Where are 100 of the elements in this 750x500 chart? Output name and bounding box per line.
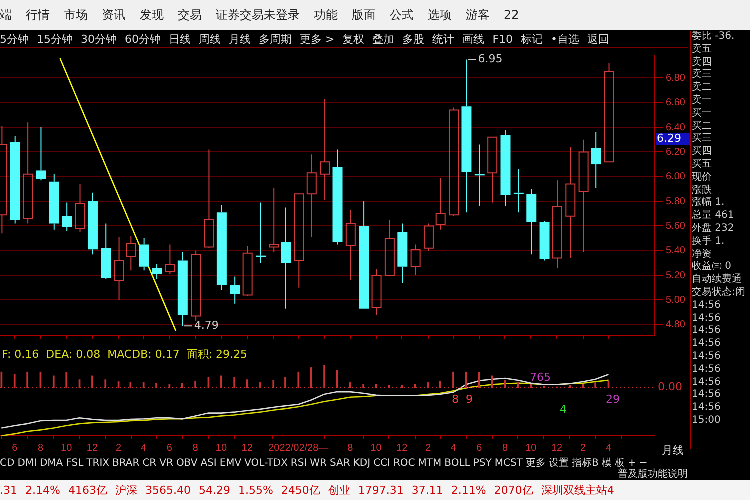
text: 更多 >: [300, 32, 335, 46]
x-tick-label: 6: [12, 442, 18, 454]
text: 换手 1.: [692, 236, 726, 249]
text: 日线: [169, 32, 191, 46]
text: 版面: [352, 6, 376, 24]
candlestick: [488, 136, 498, 204]
x-tick-label: 12: [242, 442, 254, 454]
text: BOLL: [444, 458, 470, 468]
text: 统计: [432, 32, 455, 46]
candlestick: [88, 192, 98, 256]
x-tick-label: 6: [166, 442, 173, 454]
text: 2.14%: [26, 484, 60, 496]
candlestick: [204, 149, 214, 249]
text: 交易: [178, 6, 202, 24]
text: 涨跌: [692, 184, 713, 196]
text: 14:56: [692, 312, 722, 326]
text: RSI: [290, 458, 308, 468]
text: OBV: [176, 458, 198, 468]
y-tick-label: 6.20: [666, 146, 686, 158]
text: 2070亿: [494, 482, 534, 498]
text: 涨幅 1.: [692, 197, 726, 210]
annotation: 9: [466, 393, 473, 406]
text: 行情: [26, 6, 50, 24]
candlestick: [23, 122, 34, 224]
text: 净资: [692, 248, 713, 261]
text: 叠加: [372, 32, 395, 46]
text: 卖二: [692, 82, 713, 94]
candlestick: [294, 194, 304, 288]
x-tick-label: 8: [502, 442, 508, 454]
candlestick: [320, 98, 330, 201]
x-tick-label: 12: [551, 442, 564, 454]
text: 买三: [692, 133, 713, 146]
x-tick-label: 4: [606, 442, 612, 454]
text: DMA: [40, 458, 64, 468]
text: PSY: [473, 458, 492, 468]
annotation: 8: [452, 393, 459, 406]
text: 收益㈢ 0: [692, 261, 733, 274]
candlestick: [372, 268, 382, 316]
candlestick: [75, 184, 86, 233]
text: 2.11%: [451, 484, 486, 496]
text: 卖五: [692, 44, 713, 56]
text: 创业: [328, 482, 350, 498]
candlestick: [540, 220, 550, 262]
text: 深圳双线主站4: [541, 482, 614, 498]
candlestick: [566, 146, 576, 259]
candlestick: [306, 154, 317, 238]
text: 14:56: [692, 402, 722, 415]
text: 发现: [140, 6, 164, 24]
candlestick: [591, 132, 602, 188]
x-tick-label: 2022/02/28—: [268, 442, 329, 454]
y-tick-label: 6.80: [666, 72, 686, 84]
text: 22: [504, 8, 520, 22]
text: 多股: [402, 32, 425, 46]
candlestick: [152, 264, 162, 280]
text: 交易状态:闭: [692, 286, 746, 300]
x-tick-label: 4: [141, 442, 148, 454]
candlestick: [269, 187, 280, 253]
y-tick-label: 5.40: [666, 246, 686, 257]
text: CR: [142, 458, 157, 468]
text: 14:56: [692, 338, 722, 351]
candlestick: [578, 139, 589, 253]
text: •自选: [551, 32, 580, 46]
text: 资讯: [102, 6, 126, 24]
text: 月线: [662, 443, 684, 458]
text: 指标B: [572, 456, 599, 470]
text: VOL-TDX: [244, 458, 288, 468]
y-tick-label: 6.40: [666, 122, 686, 134]
text: 1797.31: [358, 484, 404, 496]
candlestick: [62, 202, 72, 232]
text: 证券交易未登录: [216, 6, 300, 24]
text: 多周期: [259, 32, 292, 46]
text: 功能: [314, 6, 338, 24]
candlestick: [604, 62, 614, 163]
candlestick: [139, 238, 150, 272]
x-tick-label: 2: [116, 442, 122, 454]
x-tick-label: 10: [216, 442, 228, 454]
text: 1.55%: [238, 484, 274, 496]
text: 买二: [692, 120, 713, 133]
text: DMI: [18, 458, 37, 468]
candlestick: [384, 220, 395, 276]
text: 37.11: [412, 484, 444, 496]
text: CCI: [374, 458, 390, 468]
candlestick: [462, 59, 472, 214]
candlestick: [281, 207, 291, 310]
text: 公式: [390, 6, 414, 24]
x-tick-label: 12: [396, 442, 408, 454]
candlestick: [126, 236, 136, 272]
text: 周线: [199, 32, 221, 46]
text: EMV: [220, 458, 242, 468]
text: 60分钟: [125, 32, 161, 46]
text: 返回: [588, 32, 610, 46]
candlestick: [10, 136, 20, 224]
x-tick-label: 8: [38, 442, 44, 454]
x-tick-label: 12: [86, 442, 98, 454]
x-tick-label: 2: [426, 442, 432, 454]
text: −: [639, 458, 648, 468]
candlestick: [359, 201, 370, 309]
annotation: 765: [530, 371, 551, 384]
x-tick-label: 10: [61, 442, 73, 454]
text: CD: [0, 458, 15, 468]
